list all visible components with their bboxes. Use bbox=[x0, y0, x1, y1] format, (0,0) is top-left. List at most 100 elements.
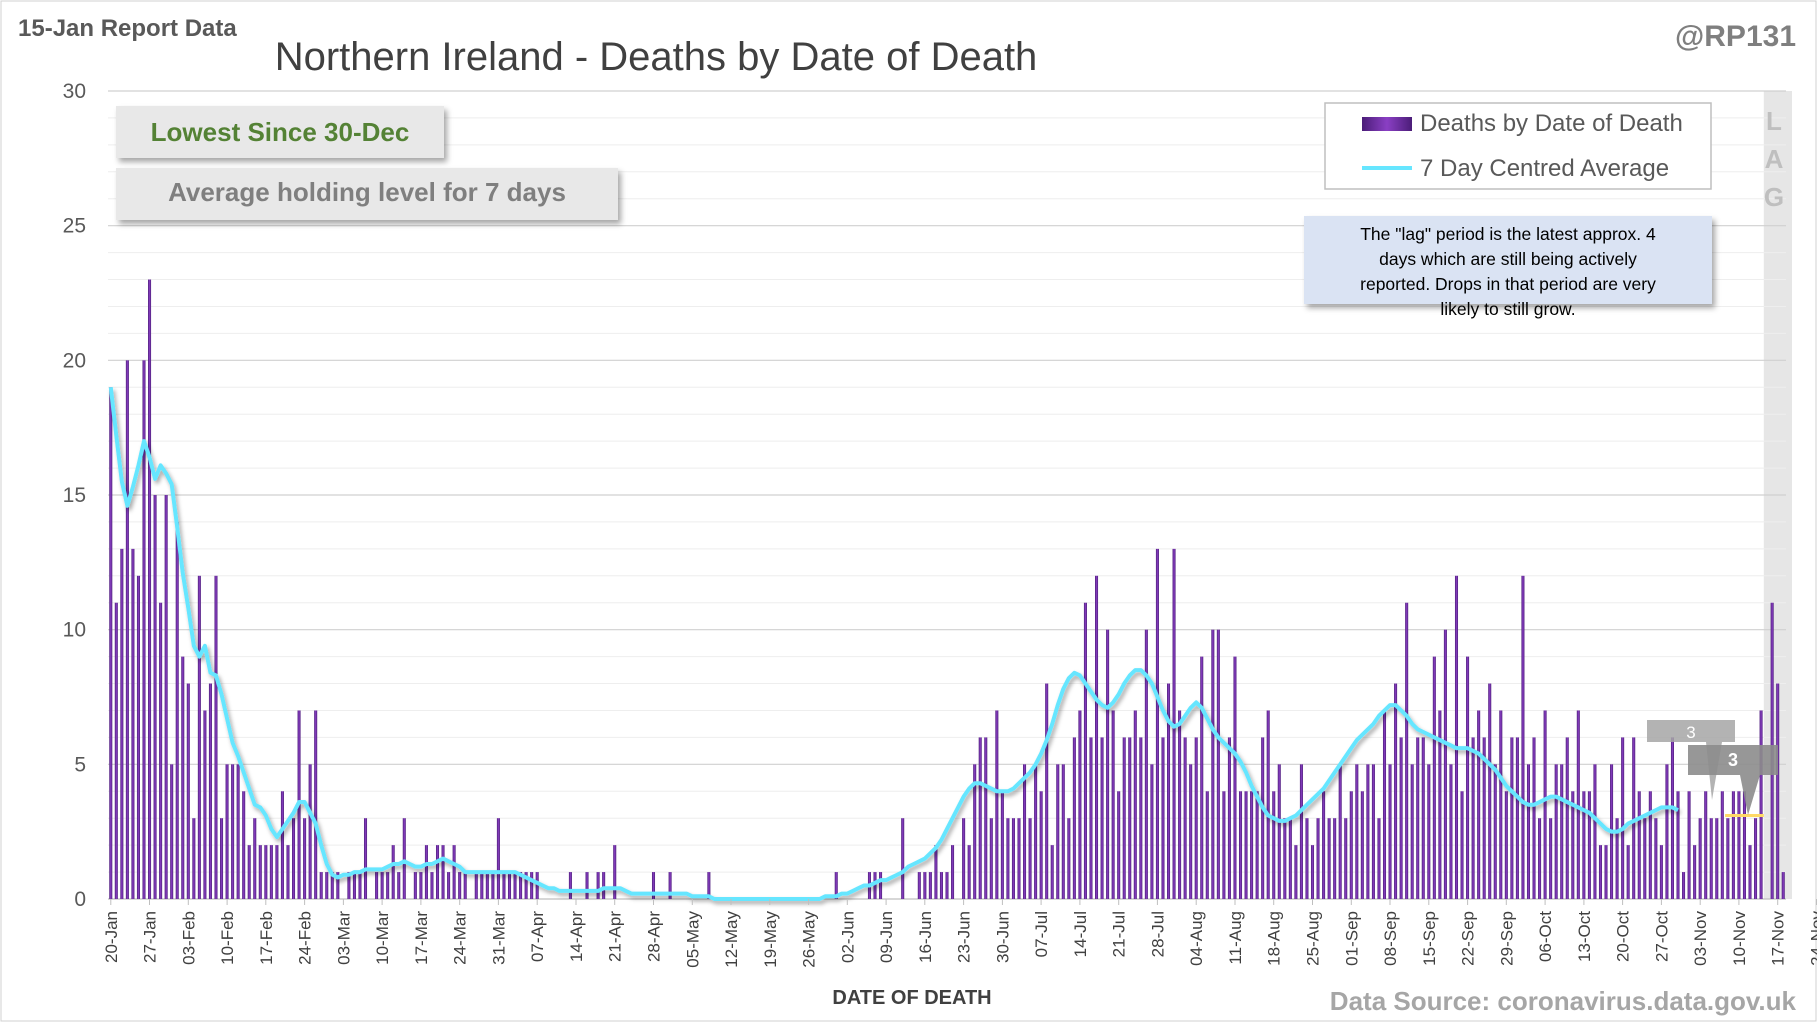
bar bbox=[474, 872, 478, 899]
x-tick-label: 23-Jun bbox=[955, 911, 974, 963]
bar bbox=[286, 845, 290, 899]
bar bbox=[1133, 710, 1137, 899]
bars bbox=[109, 279, 1785, 900]
x-tick-label: 02-Jun bbox=[838, 911, 857, 963]
x-tick-label: 07-Apr bbox=[528, 911, 547, 962]
x-tick-label: 27-Jan bbox=[141, 911, 160, 963]
bar bbox=[1000, 791, 1004, 899]
bar bbox=[530, 872, 534, 899]
author-handle: @RP131 bbox=[1675, 20, 1796, 53]
bar bbox=[125, 360, 129, 900]
bar bbox=[1095, 575, 1099, 899]
bar bbox=[1466, 656, 1470, 899]
x-tick-label: 17-Feb bbox=[257, 911, 276, 965]
x-tick-label: 12-May bbox=[722, 911, 741, 968]
bar bbox=[1587, 791, 1591, 899]
bar bbox=[386, 872, 390, 899]
bar bbox=[1731, 791, 1735, 899]
bar bbox=[175, 521, 179, 899]
bar bbox=[707, 872, 711, 899]
bar bbox=[1604, 845, 1608, 899]
bar bbox=[1410, 764, 1414, 899]
bar bbox=[491, 872, 495, 899]
bar bbox=[1416, 737, 1420, 899]
bar bbox=[962, 818, 966, 899]
bar bbox=[1344, 818, 1348, 899]
bar bbox=[1371, 764, 1375, 899]
bar bbox=[1482, 737, 1486, 899]
bar bbox=[447, 872, 451, 899]
bar bbox=[502, 872, 506, 899]
x-tick-label: 03-Feb bbox=[179, 911, 198, 965]
bar bbox=[1554, 764, 1558, 899]
bar bbox=[231, 764, 235, 899]
bar bbox=[978, 737, 982, 899]
badge-lowest-since: Lowest Since 30-Dec bbox=[116, 106, 444, 158]
bar bbox=[1659, 845, 1663, 899]
bar bbox=[1621, 737, 1625, 899]
bar bbox=[1316, 818, 1320, 899]
x-tick-label: 16-Jun bbox=[916, 911, 935, 963]
bar bbox=[1349, 791, 1353, 899]
y-tick-label: 0 bbox=[74, 888, 86, 911]
bar bbox=[325, 872, 329, 899]
bar bbox=[1726, 818, 1730, 899]
bar bbox=[203, 710, 207, 899]
bar bbox=[602, 872, 606, 899]
bar bbox=[496, 818, 500, 899]
bar bbox=[1261, 737, 1265, 899]
bar bbox=[264, 845, 268, 899]
bar bbox=[1299, 764, 1303, 899]
bar bbox=[879, 872, 883, 899]
bar bbox=[225, 764, 229, 899]
bar bbox=[1194, 737, 1198, 899]
x-tick-label: 19-May bbox=[761, 911, 780, 968]
bar bbox=[1427, 764, 1431, 899]
bar bbox=[1333, 818, 1337, 899]
x-tick-label: 17-Nov bbox=[1769, 911, 1788, 966]
x-tick-label: 10-Mar bbox=[373, 911, 392, 965]
bar bbox=[1565, 737, 1569, 899]
x-tick-label: 05-May bbox=[683, 911, 702, 968]
bar bbox=[1310, 845, 1315, 899]
y-tick-label: 15 bbox=[63, 484, 86, 507]
bar bbox=[358, 872, 362, 899]
bar bbox=[120, 548, 124, 899]
bar bbox=[1011, 818, 1015, 899]
y-tick-label: 20 bbox=[63, 349, 86, 372]
lag-letters: LAG bbox=[1764, 106, 1784, 212]
bar bbox=[136, 575, 140, 899]
bar bbox=[1183, 737, 1187, 899]
x-tick-label: 29-Sep bbox=[1497, 911, 1516, 966]
x-tick-label: 31-Mar bbox=[489, 911, 508, 965]
x-axis-label: DATE OF DEATH bbox=[832, 987, 991, 1009]
bar bbox=[242, 791, 246, 899]
bar bbox=[1615, 818, 1619, 899]
bar bbox=[1377, 818, 1381, 899]
bar bbox=[1781, 872, 1785, 899]
bar bbox=[1687, 791, 1691, 899]
bar bbox=[280, 791, 284, 899]
bar bbox=[1709, 818, 1713, 899]
bar bbox=[1023, 764, 1027, 899]
bar bbox=[452, 845, 456, 899]
bar bbox=[380, 872, 384, 899]
x-tick-label: 20-Oct bbox=[1614, 911, 1633, 962]
x-tick-label: 03-Nov bbox=[1691, 911, 1710, 966]
bar bbox=[402, 818, 406, 899]
x-axis-ticks: 20-Jan 27-Jan 03-Feb 10-Feb 17-Feb 24-Feb 03-M… bbox=[102, 899, 1817, 968]
x-tick-label: 10-Nov bbox=[1730, 911, 1749, 966]
bar bbox=[1072, 737, 1076, 899]
x-tick-label: 24-Nov bbox=[1808, 911, 1817, 966]
bar bbox=[1028, 818, 1032, 899]
bar bbox=[208, 683, 212, 899]
report-label: 15-Jan Report Data bbox=[18, 15, 237, 42]
y-tick-label: 30 bbox=[63, 80, 86, 103]
bar bbox=[1504, 791, 1508, 899]
x-tick-label: 27-Oct bbox=[1652, 911, 1671, 962]
callout-previous-value: 3 bbox=[1686, 723, 1695, 742]
bar bbox=[292, 818, 296, 899]
bar bbox=[336, 872, 340, 899]
bar bbox=[1039, 791, 1043, 899]
